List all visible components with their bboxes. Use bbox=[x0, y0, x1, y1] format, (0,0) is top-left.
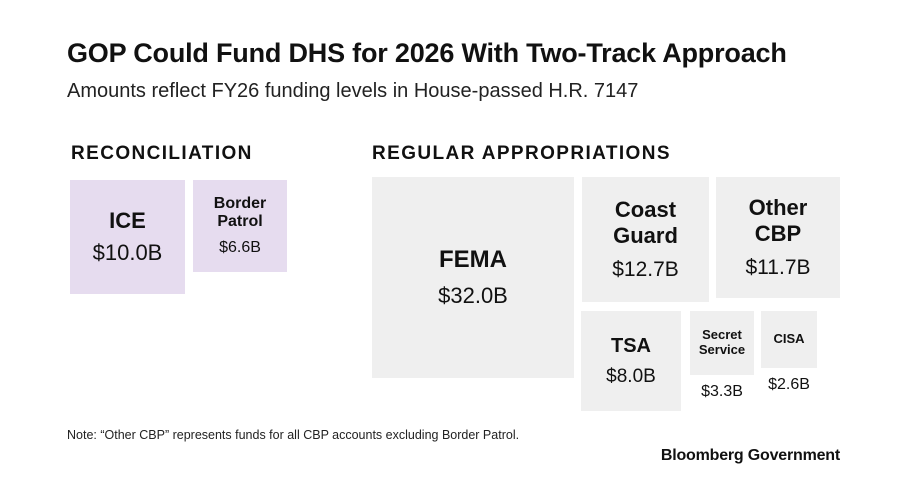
source-credit: Bloomberg Government bbox=[660, 447, 840, 464]
treemap-tile-border-patrol: Border Patrol $6.6B bbox=[193, 180, 287, 272]
section-label-reconciliation: RECONCILIATION bbox=[71, 143, 253, 164]
tile-label-cisa: CISA bbox=[773, 331, 805, 347]
tile-label-other-cbp: Other CBP bbox=[748, 195, 808, 246]
tile-label-ice: ICE bbox=[109, 208, 146, 234]
treemap-tile-tsa: TSA $8.0B bbox=[581, 311, 681, 411]
section-label-regular: REGULAR APPROPRIATIONS bbox=[372, 143, 671, 164]
chart-title: GOP Could Fund DHS for 2026 With Two-Tra… bbox=[67, 38, 787, 68]
tile-value-coast-guard: $12.7B bbox=[612, 257, 679, 281]
treemap-tile-secret-service: Secret Service bbox=[690, 311, 754, 375]
tile-value-secret-service: $3.3B bbox=[701, 383, 743, 400]
tile-label-fema: FEMA bbox=[439, 245, 507, 273]
treemap-tile-other-cbp: Other CBP $11.7B bbox=[716, 177, 840, 298]
tile-value-fema: $32.0B bbox=[438, 283, 508, 309]
treemap-tile-cisa: CISA bbox=[761, 311, 817, 368]
tile-value-ice: $10.0B bbox=[92, 239, 163, 265]
treemap-tile-ice: ICE $10.0B bbox=[70, 180, 185, 294]
treemap-tile-fema: FEMA $32.0B bbox=[372, 177, 574, 378]
tile-label-secret-service: Secret Service bbox=[698, 327, 746, 357]
tile-value-tsa: $8.0B bbox=[606, 365, 656, 387]
tile-value-cisa: $2.6B bbox=[768, 376, 810, 393]
tile-value-border-patrol: $6.6B bbox=[219, 239, 261, 257]
footnote: Note: “Other CBP” represents funds for a… bbox=[67, 428, 520, 442]
tile-value-other-cbp: $11.7B bbox=[745, 255, 811, 279]
tile-label-tsa: TSA bbox=[611, 334, 651, 357]
chart-subtitle: Amounts reflect FY26 funding levels in H… bbox=[67, 80, 639, 102]
tile-label-coast-guard: Coast Guard bbox=[613, 197, 678, 248]
treemap-tile-coast-guard: Coast Guard $12.7B bbox=[582, 177, 709, 302]
tile-label-border-patrol: Border Patrol bbox=[213, 194, 267, 230]
